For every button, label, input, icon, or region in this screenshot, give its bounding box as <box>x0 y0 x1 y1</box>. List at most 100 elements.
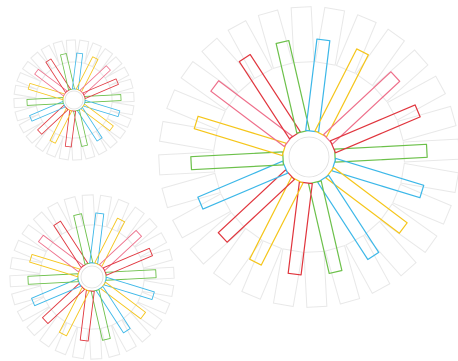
guide-spoke <box>180 60 239 111</box>
guide-spoke <box>111 319 137 353</box>
hub-circle <box>64 90 84 110</box>
guide-spoke <box>9 256 43 275</box>
guide-spoke <box>16 72 42 91</box>
petal-yellow <box>80 103 114 132</box>
guide-spoke <box>75 39 90 64</box>
guide-spoke <box>257 9 294 69</box>
petal-pink <box>79 65 111 96</box>
guide-spoke <box>95 124 118 149</box>
guide-spoke <box>171 193 232 239</box>
petal-blue <box>103 276 155 300</box>
guide-spoke <box>386 75 447 121</box>
guide-spoke <box>372 49 429 103</box>
hub-circle <box>80 265 104 289</box>
guide-spoke <box>324 245 361 305</box>
guide-spoke <box>25 121 50 144</box>
guide-spoke <box>110 101 135 116</box>
guide-spoke <box>13 84 38 99</box>
petal-red <box>64 110 77 148</box>
guide-spoke <box>400 162 458 194</box>
petal-red <box>42 283 85 325</box>
guide-spoke <box>13 96 37 109</box>
petal-yellow <box>193 115 287 157</box>
petal-red <box>287 181 313 276</box>
guide-spoke <box>355 28 406 87</box>
petal-green <box>60 53 75 91</box>
petal-yellow <box>58 287 90 337</box>
petal-blue <box>71 52 84 90</box>
petal-green <box>73 213 94 265</box>
petal-green <box>73 109 88 147</box>
guide-spoke <box>402 138 458 163</box>
guide-spoke <box>335 14 377 74</box>
petal-yellow <box>29 254 81 278</box>
guide-spoke <box>91 47 114 73</box>
petal-blue <box>331 157 425 199</box>
petal-yellow <box>249 176 304 266</box>
guide-spoke <box>111 91 135 104</box>
guide-spoke <box>121 311 152 343</box>
petal-yellow <box>27 82 65 101</box>
guide-spoke <box>40 44 61 70</box>
guide-spoke <box>26 306 58 337</box>
petal-yellow <box>100 281 146 320</box>
petal-yellow <box>75 56 99 92</box>
guide-spoke <box>104 66 130 87</box>
petal-red <box>102 247 153 276</box>
guide-spoke <box>106 198 130 232</box>
guide-spoke <box>21 60 47 83</box>
guide-spoke <box>87 130 108 156</box>
petal-pink <box>34 68 68 97</box>
petal-yellow <box>314 48 369 138</box>
guide-spoke <box>65 39 78 63</box>
guide-spoke <box>13 239 47 263</box>
guide-spoke <box>88 328 103 360</box>
petal-blue <box>317 174 380 261</box>
guide-spoke <box>81 194 96 226</box>
guide-spoke <box>47 201 73 235</box>
guide-spoke <box>345 234 391 295</box>
guide-spoke <box>143 266 175 281</box>
guide-spoke <box>32 211 63 243</box>
guide-spoke <box>18 113 44 134</box>
guide-spoke <box>52 40 69 66</box>
petal-red <box>329 104 421 154</box>
guide-spoke <box>70 137 83 161</box>
guide-spoke <box>303 250 328 308</box>
petal-red <box>53 220 89 268</box>
guide-spoke <box>141 279 175 298</box>
petal-blue <box>29 101 66 122</box>
guide-spoke <box>16 296 50 322</box>
petal-red <box>45 58 71 93</box>
guide-spoke <box>34 127 57 153</box>
petal-blue <box>197 160 289 210</box>
petal-red <box>217 169 296 243</box>
petal-blue <box>83 99 121 118</box>
guide-spoke <box>83 42 102 68</box>
petal-blue <box>77 107 103 142</box>
guide-spoke <box>227 19 273 80</box>
guide-spoke <box>290 6 315 64</box>
guide-spoke <box>101 117 127 140</box>
guide-spoke <box>201 37 255 94</box>
guide-spoke <box>363 220 417 277</box>
petal-green <box>84 94 122 103</box>
petal-green <box>105 269 157 281</box>
guide-spoke <box>21 224 54 252</box>
guide-spoke <box>189 211 246 265</box>
guide-spoke <box>39 315 67 348</box>
guide-spoke <box>212 227 263 286</box>
guide-spoke <box>139 248 173 269</box>
wheel-diagram-large <box>158 6 458 308</box>
guide-spoke <box>100 324 121 358</box>
petal-green <box>27 273 79 285</box>
guide-spoke <box>272 248 304 308</box>
guide-spoke <box>130 302 163 330</box>
guide-spoke <box>79 134 96 160</box>
guide-spoke <box>58 136 73 161</box>
petal-blue <box>305 38 331 133</box>
petal-pink <box>322 71 401 145</box>
wheel-diagram-small-bottom <box>9 194 175 360</box>
petal-yellow <box>49 108 73 144</box>
